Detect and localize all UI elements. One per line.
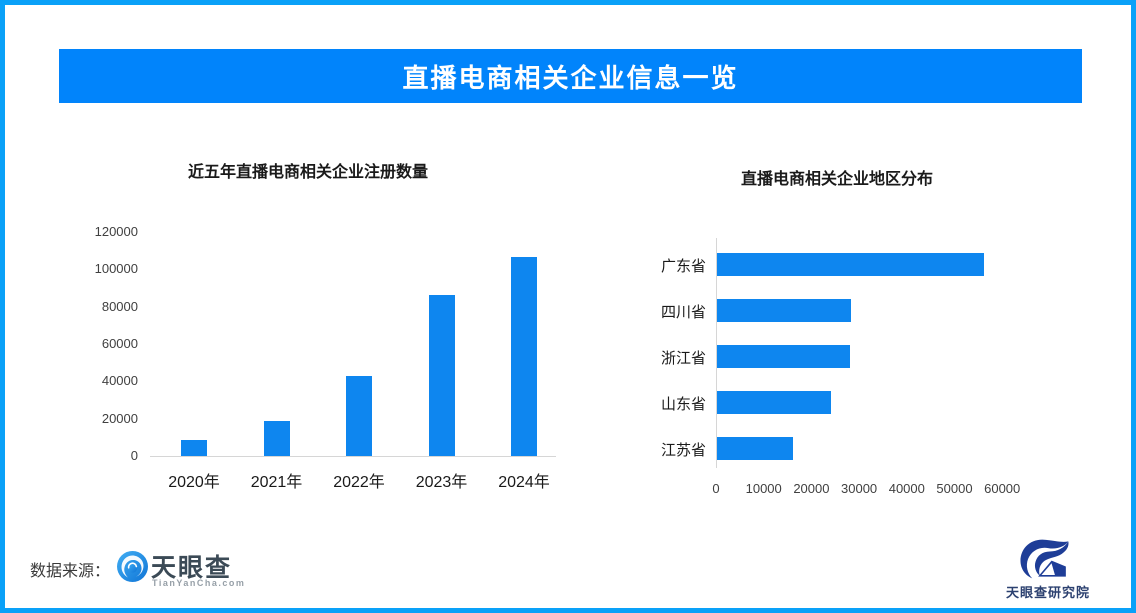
institute-wordmark: 天眼查研究院 [1005,585,1090,600]
x-category-label: 2022年 [333,474,385,491]
bar-2020年 [181,440,207,456]
y-tick-label: 80000 [101,298,138,314]
x-tick-label: 10000 [745,481,782,496]
y-tick-label: 100000 [94,261,138,277]
y-category-label: 广东省 [660,257,706,275]
x-tick-label: 20000 [793,481,830,496]
y-category-label: 江苏省 [660,441,706,459]
y-tick-label: 20000 [101,410,138,426]
bar-2022年 [346,376,372,456]
y-tick-label: 60000 [101,336,138,351]
regions-bar-chart: 直播电商相关企业地区分布 广东省四川省浙江省山东省江苏省 0 10000 20000 3… [640,150,1110,510]
y-axis-line [716,238,717,468]
x-tick-label: 0 [712,481,720,496]
x-category-label: 2023年 [415,474,468,491]
x-tick-label: 30000 [841,481,878,496]
x-category-label: 2020年 [168,474,220,491]
tianyancha-wordmark: 天眼查 [151,554,233,582]
right-chart-title: 直播电商相关企业地区分布 [741,171,934,188]
tianyancha-eye-icon [117,551,148,582]
bar-四川省 [717,298,851,322]
bar-2023年 [428,295,455,456]
bar-广东省 [717,252,984,276]
bar-2024年 [511,257,537,456]
title-banner: 直播电商相关企业信息一览 [59,49,1082,103]
x-axis-line [150,456,556,457]
y-tick-label: 120000 [94,224,138,239]
y-tick-label: 0 [130,448,138,463]
bar-山东省 [717,390,831,414]
y-category-label: 山东省 [660,395,706,413]
x-tick-label: 60000 [984,481,1021,496]
bar-浙江省 [717,344,850,368]
x-category-label: 2021年 [250,474,303,491]
x-category-label: 2024年 [498,474,550,491]
x-tick-label: 40000 [888,481,925,496]
left-chart-title: 近五年直播电商相关企业注册数量 [188,164,429,181]
y-category-label: 浙江省 [660,349,706,367]
tianyancha-institute-eye-icon [1020,539,1069,579]
y-category-label: 四川省 [660,303,706,321]
page-title: 直播电商相关企业信息一览 [402,62,739,93]
tianyancha-domain: TianYanCha.com [152,578,246,588]
registrations-bar-chart: 近五年直播电商相关企业注册数量 0 20000 40000 60000 80000 100… [85,150,605,510]
x-tick-label: 50000 [936,481,973,496]
y-tick-label: 40000 [101,373,138,389]
bar-2021年 [263,421,290,456]
data-source-label: 数据来源： [30,563,111,580]
bar-江苏省 [717,436,793,460]
